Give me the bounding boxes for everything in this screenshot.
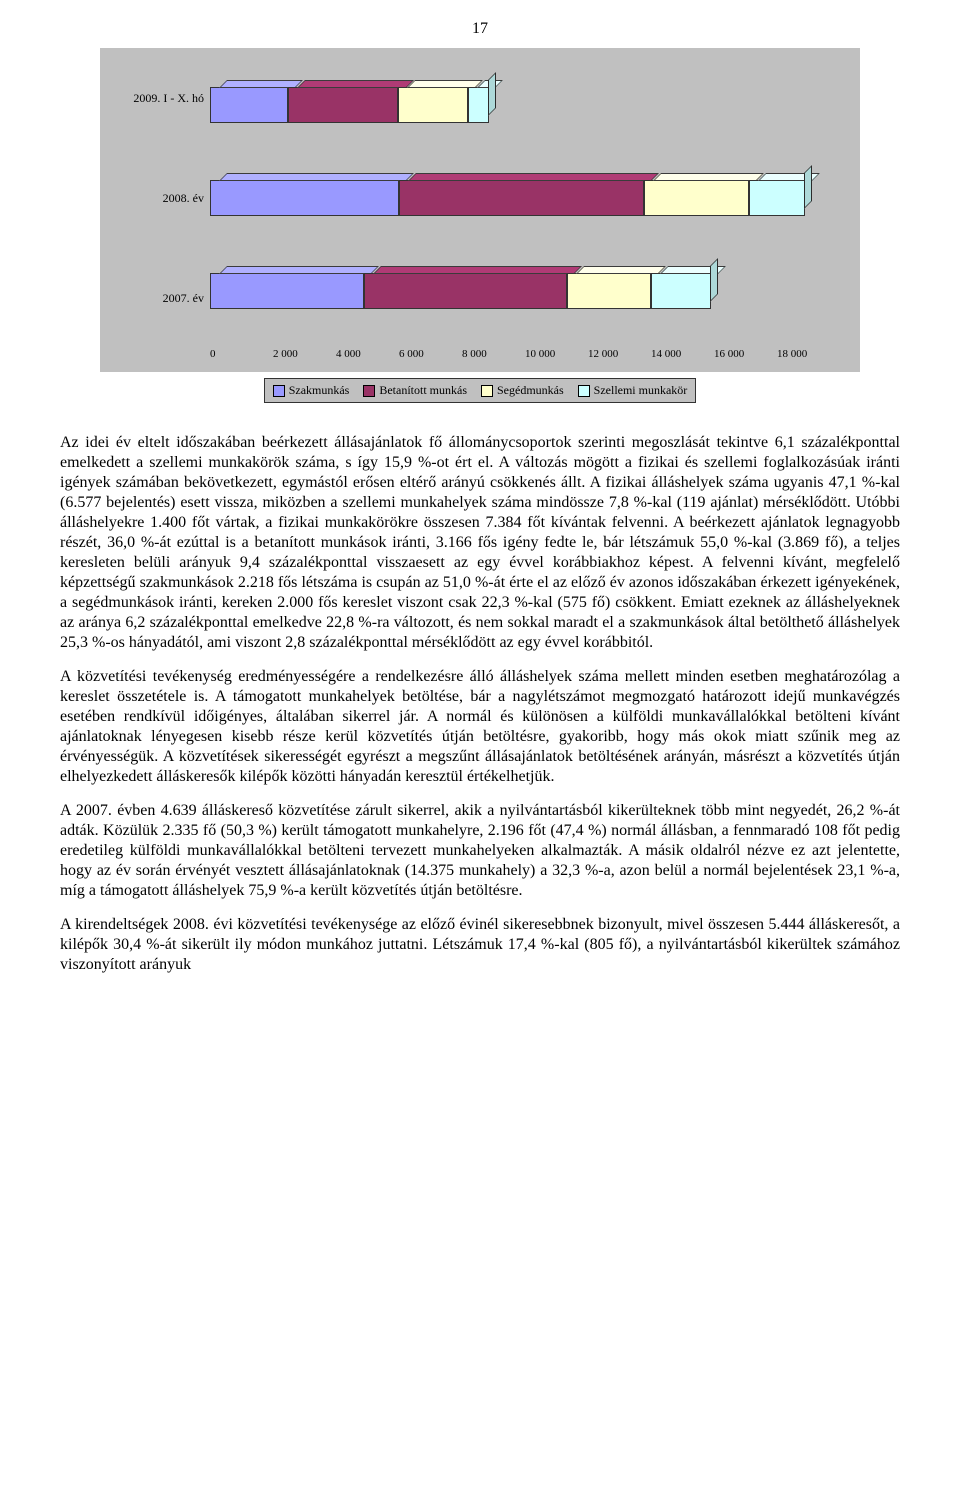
x-axis-tick: 2 000 xyxy=(273,348,336,360)
legend-label: Betanított munkás xyxy=(379,383,467,398)
x-axis-tick: 18 000 xyxy=(777,348,840,360)
bar-segment xyxy=(210,87,288,123)
legend-label: Szellemi munkakör xyxy=(594,383,688,398)
paragraph: Az idei év eltelt időszakában beérkezett… xyxy=(60,433,900,653)
bar-segment xyxy=(468,87,488,123)
x-axis-tick: 14 000 xyxy=(651,348,714,360)
chart-legend: Szakmunkás Betanított munkás Segédmunkás Sz… xyxy=(264,378,697,403)
y-axis-label: 2007. év xyxy=(100,291,204,306)
y-axis-label: 2008. év xyxy=(100,191,204,206)
y-axis-label: 2009. I - X. hó xyxy=(100,91,204,106)
x-axis-tick: 0 xyxy=(210,348,273,360)
bar-segment xyxy=(644,180,749,216)
legend-item: Segédmunkás xyxy=(481,383,564,398)
bar-segment xyxy=(210,273,364,309)
bar-row xyxy=(210,82,840,128)
legend-item: Betanított munkás xyxy=(363,383,467,398)
paragraph: A kirendeltségek 2008. évi közvetítési t… xyxy=(60,915,900,975)
legend-label: Segédmunkás xyxy=(497,383,564,398)
x-axis-tick: 4 000 xyxy=(336,348,399,360)
bar-row xyxy=(210,175,840,221)
bar-segment xyxy=(288,87,399,123)
paragraph: A 2007. évben 4.639 álláskereső közvetít… xyxy=(60,801,900,901)
legend-item: Szellemi munkakör xyxy=(578,383,688,398)
bar-segment xyxy=(651,273,711,309)
legend-swatch xyxy=(578,385,590,397)
x-axis-tick: 12 000 xyxy=(588,348,651,360)
bar-segment xyxy=(364,273,567,309)
page-number: 17 xyxy=(60,20,900,38)
paragraph: A közvetítési tevékenység eredményességé… xyxy=(60,667,900,787)
x-axis-tick: 16 000 xyxy=(714,348,777,360)
legend-swatch xyxy=(481,385,493,397)
legend-label: Szakmunkás xyxy=(289,383,350,398)
legend-swatch xyxy=(363,385,375,397)
body-text: Az idei év eltelt időszakában beérkezett… xyxy=(60,433,900,975)
x-axis-tick: 10 000 xyxy=(525,348,588,360)
bar-segment xyxy=(398,87,468,123)
bar-segment xyxy=(210,180,399,216)
legend-swatch xyxy=(273,385,285,397)
stacked-bar-chart: 2009. I - X. hó 2008. év 2007. év 02 0004 … xyxy=(100,48,860,403)
bar-segment xyxy=(399,180,644,216)
x-axis-tick: 8 000 xyxy=(462,348,525,360)
bar-segment xyxy=(567,273,651,309)
bar-segment xyxy=(749,180,805,216)
bar-row xyxy=(210,268,840,314)
x-axis-tick: 6 000 xyxy=(399,348,462,360)
legend-item: Szakmunkás xyxy=(273,383,350,398)
